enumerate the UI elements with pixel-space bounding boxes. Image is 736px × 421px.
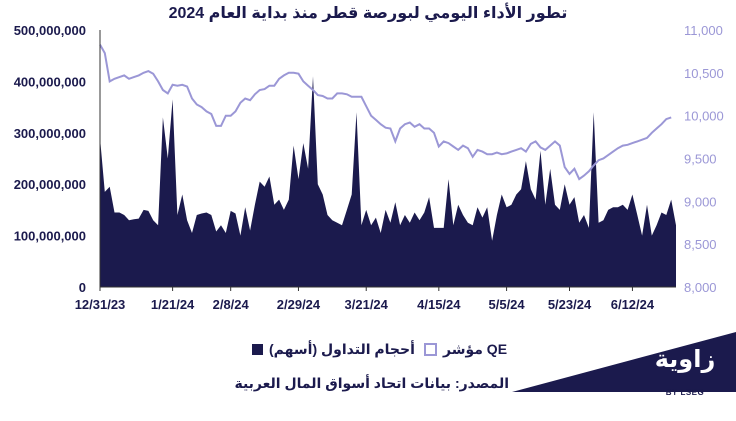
legend-volume-label: أحجام التداول (أسهم) xyxy=(269,340,415,357)
y-left-tick-label: 100,000,000 xyxy=(14,229,86,244)
x-tick-label: 2/8/24 xyxy=(213,297,250,312)
x-tick-label: 6/12/24 xyxy=(611,297,655,312)
x-tick-label: 5/5/24 xyxy=(489,297,526,312)
x-tick-label: 4/15/24 xyxy=(417,297,461,312)
series-index-line xyxy=(99,44,672,181)
legend-volume-swatch xyxy=(252,343,263,355)
chart-title: تطور الأداء اليومي لبورصة قطر منذ بداية … xyxy=(168,5,568,22)
y-left-tick-label: 500,000,000 xyxy=(14,23,86,38)
y-right-tick-label: 9,500 xyxy=(684,152,717,167)
x-tick-label: 1/21/24 xyxy=(151,297,195,312)
y-left-tick-label: 200,000,000 xyxy=(14,177,86,192)
y-left-tick-label: 0 xyxy=(79,280,86,295)
chart-canvas: 0 100,000,000 200,000,000 300,000,000 400,00… xyxy=(14,23,724,312)
legend-volume: أحجام التداول (أسهم) xyxy=(252,340,415,358)
x-tick-label: 3/21/24 xyxy=(345,297,389,312)
x-tick-label: 5/23/24 xyxy=(548,297,592,312)
source-note: المصدر: بيانات اتحاد أسواق المال العربية xyxy=(234,375,509,391)
brand-banner xyxy=(512,332,736,392)
legend-index: مؤشر QE xyxy=(424,340,507,358)
legend-index-swatch xyxy=(424,342,437,356)
series-volume-area xyxy=(100,76,676,287)
x-tick-label: 2/29/24 xyxy=(277,297,321,312)
y-right-tick-label: 10,000 xyxy=(684,109,724,124)
y-right-tick-label: 9,000 xyxy=(684,194,717,209)
y-right-tick-label: 8,000 xyxy=(684,280,717,295)
y-right-tick-label: 11,000 xyxy=(684,23,723,38)
brand-byline: BY LSEG xyxy=(665,388,705,397)
brand-name: زاوية xyxy=(654,346,716,373)
x-tick-label: 12/31/23 xyxy=(75,297,126,312)
y-left-tick-label: 300,000,000 xyxy=(14,126,86,141)
brand-banner-shape xyxy=(512,332,736,392)
y-left-tick-label: 400,000,000 xyxy=(14,74,86,89)
y-right-tick-label: 8,500 xyxy=(684,237,717,252)
brand-logo: زاوية BY LSEG xyxy=(650,346,720,397)
legend-index-label: مؤشر QE xyxy=(443,340,508,357)
y-right-tick-label: 10,500 xyxy=(684,66,724,81)
